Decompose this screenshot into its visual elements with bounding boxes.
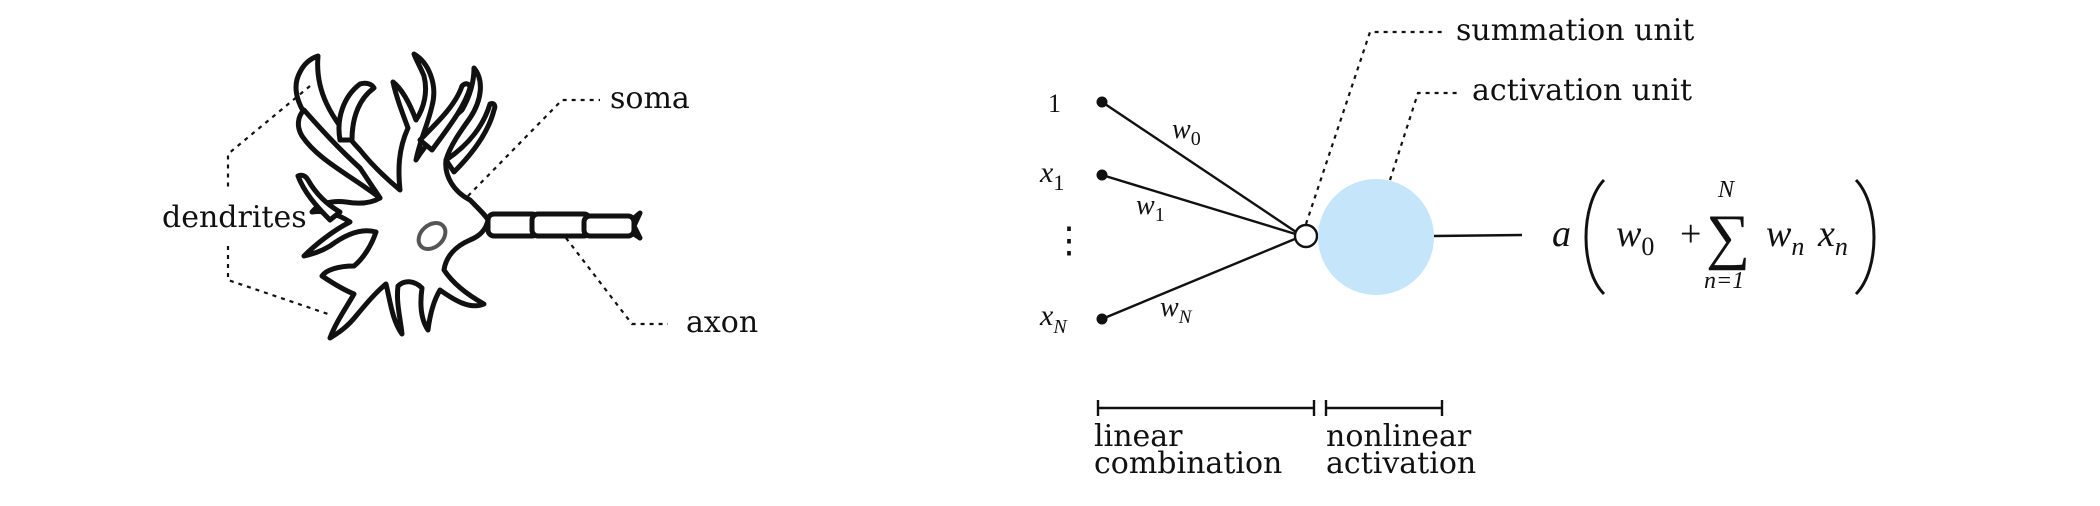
linear-combination-bracket xyxy=(1096,400,1316,416)
activation-unit-label: activation unit xyxy=(1472,73,1692,108)
dendrite-top-right xyxy=(417,81,473,153)
formula-sum-upper: N xyxy=(1717,177,1736,203)
formula-xn: xn xyxy=(1817,213,1848,261)
dendrites-leader-lower xyxy=(226,246,329,316)
weight-label-w0: w0 xyxy=(1172,114,1201,150)
dendrites-label: dendrites xyxy=(162,200,307,235)
biological-neuron xyxy=(293,51,643,341)
axon-label: axon xyxy=(686,305,758,340)
input-label-bias: 1 xyxy=(1048,89,1061,118)
input-label-x1: x1 xyxy=(1039,156,1064,195)
formula-right-paren xyxy=(1854,178,1876,296)
formula-a: a xyxy=(1552,213,1571,255)
formula-wn: wn xyxy=(1766,213,1804,261)
nonlinear-activation-label-line2: activation xyxy=(1326,446,1476,481)
soma-shape xyxy=(293,51,491,341)
dendrites-leader-upper xyxy=(226,85,311,188)
nonlinear-activation-label-line1: nonlinear xyxy=(1326,419,1472,454)
formula-w0: w0 xyxy=(1616,213,1654,261)
edge-xN xyxy=(1101,234,1303,321)
dendrite-top xyxy=(336,80,377,143)
nonlinear-activation-bracket xyxy=(1324,400,1444,416)
edge-bias xyxy=(1101,101,1303,237)
formula-plus: + xyxy=(1680,213,1701,255)
summation-node xyxy=(1293,223,1319,249)
linear-combination-label-line1: linear xyxy=(1094,419,1183,454)
activation-node xyxy=(1318,179,1434,295)
weight-label-w1: w1 xyxy=(1136,190,1165,226)
edge-x1 xyxy=(1101,173,1303,238)
summation-unit-label: summation unit xyxy=(1456,13,1694,48)
activation-leader xyxy=(1388,91,1460,181)
weight-label-wN: wN xyxy=(1160,292,1193,328)
formula-sigma: ∑ xyxy=(1706,203,1750,271)
axon-leader xyxy=(565,237,668,326)
activation-formula: a w0 + N ∑ n=1 wn xn xyxy=(1552,177,1876,296)
dendrite-left-middle xyxy=(295,172,343,223)
dendrite-upper-left xyxy=(295,107,383,201)
nucleus-shape xyxy=(416,221,448,251)
formula-sum-lower: n=1 xyxy=(1704,268,1744,294)
dendrite-right-top xyxy=(443,101,498,175)
soma-label: soma xyxy=(610,81,690,116)
formula-left-paren xyxy=(1584,178,1606,296)
input-ellipsis: ⋮ xyxy=(1051,220,1087,260)
output-edge xyxy=(1433,233,1523,238)
input-label-xN: xN xyxy=(1039,299,1068,338)
axon-shape xyxy=(485,210,643,241)
linear-combination-label-line2: combination xyxy=(1094,446,1282,481)
